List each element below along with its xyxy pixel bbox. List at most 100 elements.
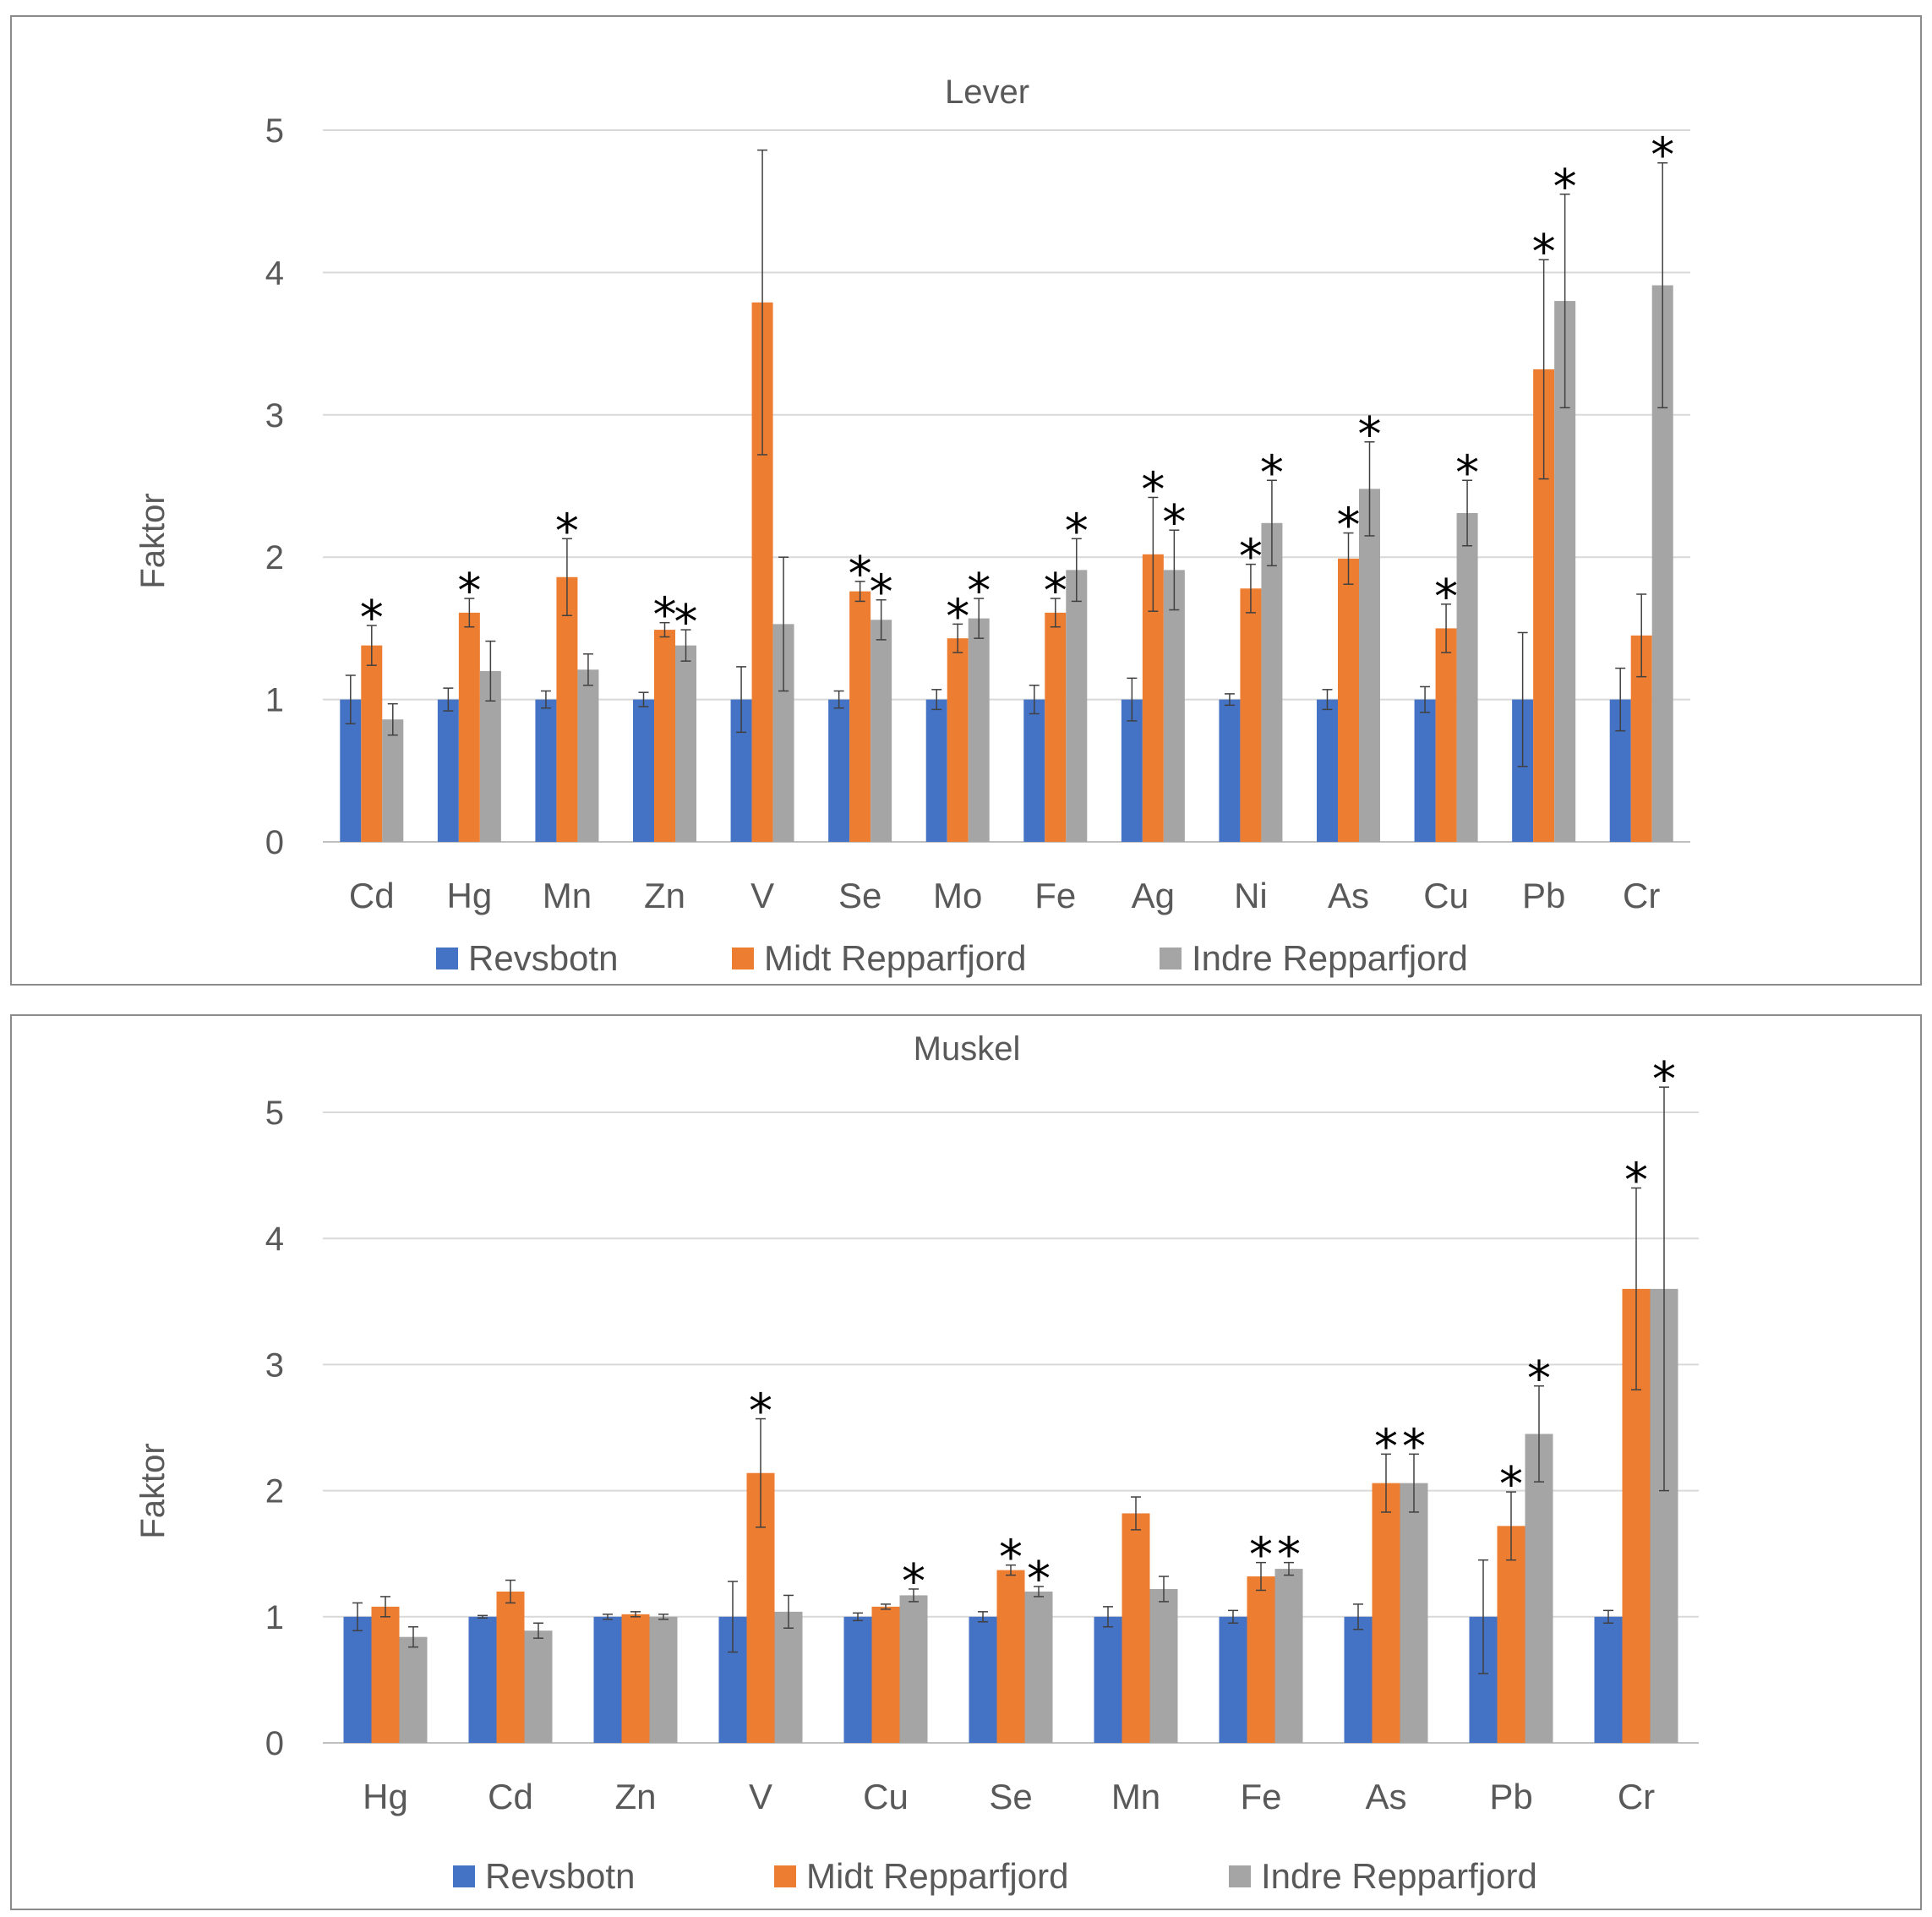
significance-marker: * [653, 588, 677, 643]
legend-item-indre-repparfjord: Indre Repparfjord [1160, 938, 1468, 979]
significance-marker: * [1260, 445, 1284, 500]
legend-label-revsbotn: Revsbotn [485, 1856, 636, 1896]
significance-marker: * [1358, 407, 1382, 462]
muskel-chart-panel: Muskel Faktor 0 1 2 3 4 5 Hg Cd Zn V * Cu * Se * * Mn Fe * * A… [10, 1014, 1922, 1910]
significance-marker: * [967, 564, 991, 619]
x-category-label: As [1328, 876, 1369, 915]
legend-item-revsbotn: Revsbotn [436, 938, 618, 979]
x-category-label: Pb [1522, 876, 1565, 915]
significance-marker: * [1249, 1528, 1273, 1583]
x-category-label: Mn [543, 876, 592, 915]
bar [535, 699, 557, 842]
bar [496, 1591, 525, 1743]
lever-chart-panel: Lever Faktor 0 1 2 3 4 5 Cd * Hg * Mn * Zn * * V Se * * Mo * * F… [10, 15, 1922, 986]
y-tick-label: 3 [265, 397, 284, 434]
x-category-label: Cu [1423, 876, 1469, 915]
legend-item-indre-repparfjord: Indre Repparfjord [1229, 1856, 1537, 1897]
legend-label-midt-repparfjord: Midt Repparfjord [764, 938, 1027, 978]
legend-label-revsbotn: Revsbotn [468, 938, 619, 978]
bar [1247, 1576, 1275, 1743]
legend-label-midt-repparfjord: Midt Repparfjord [806, 1856, 1069, 1896]
significance-marker: * [946, 589, 969, 644]
x-category-label: Se [989, 1777, 1032, 1816]
legend-swatch-indre-repparfjord [1229, 1865, 1251, 1887]
significance-marker: * [1141, 462, 1165, 517]
x-category-label: Cd [349, 876, 395, 915]
significance-marker: * [360, 591, 384, 646]
legend-label-indre-repparfjord: Indre Repparfjord [1192, 938, 1468, 978]
x-category-label: Cu [863, 1777, 909, 1816]
x-category-label: Zn [614, 1777, 656, 1816]
bar [371, 1606, 400, 1743]
bar [1261, 522, 1283, 842]
bar [996, 1570, 1025, 1743]
bar [968, 618, 990, 842]
bar [556, 576, 578, 842]
bar [343, 1616, 372, 1743]
bar [843, 1616, 872, 1743]
significance-marker: * [1499, 1457, 1523, 1512]
significance-marker: * [1527, 1352, 1551, 1406]
bar [849, 591, 871, 842]
bar [1344, 1616, 1373, 1743]
x-category-label: As [1365, 1777, 1406, 1816]
y-tick-label: 5 [265, 112, 284, 150]
bar [577, 669, 599, 842]
y-tick-label: 1 [265, 1599, 284, 1636]
legend-item-revsbotn: Revsbotn [453, 1856, 635, 1897]
significance-marker: * [1065, 504, 1089, 559]
y-tick-label: 4 [265, 1221, 284, 1258]
bar [1219, 699, 1241, 842]
bar [382, 719, 404, 842]
bar [437, 699, 459, 842]
bar [1594, 1616, 1623, 1743]
significance-marker: * [1277, 1528, 1301, 1583]
bar [870, 620, 892, 842]
significance-marker: * [1434, 570, 1458, 625]
significance-marker: * [749, 1384, 772, 1439]
significance-marker: * [1652, 1052, 1676, 1107]
x-category-label: Hg [363, 1777, 408, 1816]
legend-item-midt-repparfjord: Midt Repparfjord [774, 1856, 1068, 1897]
bar [947, 638, 969, 842]
bar [1121, 699, 1143, 842]
x-category-label: Mo [933, 876, 982, 915]
bar [1359, 489, 1380, 842]
bar [1338, 558, 1359, 842]
significance-marker: * [1337, 499, 1361, 554]
significance-marker: * [870, 565, 893, 620]
x-category-label: Zn [644, 876, 685, 915]
bar [774, 1611, 803, 1743]
bar [1497, 1526, 1525, 1743]
legend-swatch-midt-repparfjord [732, 948, 754, 969]
significance-marker: * [1374, 1419, 1398, 1474]
bar [621, 1614, 650, 1743]
bar [654, 630, 675, 842]
significance-marker: * [999, 1531, 1023, 1586]
bar [1414, 699, 1436, 842]
significance-marker: * [1624, 1154, 1648, 1209]
significance-marker: * [1532, 225, 1556, 280]
x-category-label: Cd [488, 1777, 533, 1816]
bar [1219, 1616, 1247, 1743]
bar [1094, 1616, 1122, 1743]
significance-marker: * [902, 1554, 925, 1609]
lever-legend: Revsbotn Midt Repparfjord Indre Repparfj… [12, 938, 1920, 980]
x-category-label: Fe [1240, 1777, 1281, 1816]
chart-title: Muskel [914, 1030, 1021, 1068]
bar [361, 645, 383, 842]
bar [1163, 570, 1185, 842]
x-category-label: Se [838, 876, 881, 915]
legend-swatch-revsbotn [436, 948, 458, 969]
bar [925, 699, 947, 842]
bar [468, 1616, 497, 1743]
x-category-label: Fe [1034, 876, 1076, 915]
legend-label-indre-repparfjord: Indre Repparfjord [1261, 1856, 1537, 1896]
bar [458, 612, 480, 842]
bar [828, 699, 850, 842]
y-tick-label: 2 [265, 1473, 284, 1510]
bar [1045, 612, 1067, 842]
significance-marker: * [1162, 495, 1186, 550]
muskel-legend: Revsbotn Midt Repparfjord Indre Repparfj… [12, 1856, 1920, 1898]
